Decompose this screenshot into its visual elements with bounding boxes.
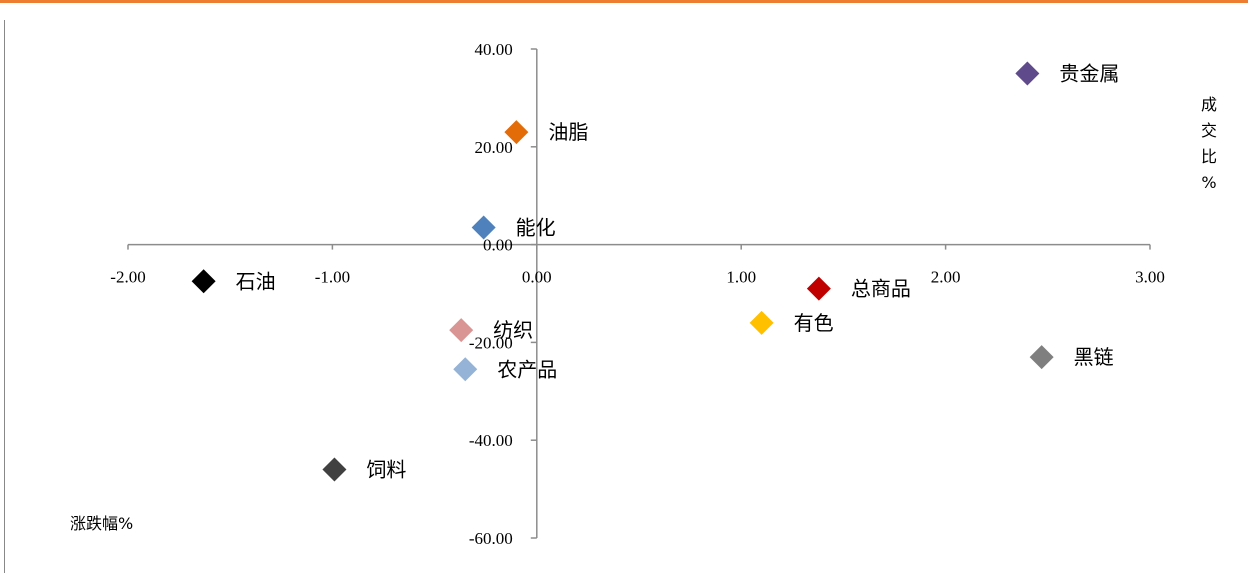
data-point-label: 油脂 [548,120,588,144]
data-point-marker [504,120,529,145]
data-point-label: 石油 [236,269,276,293]
data-point-marker [191,269,216,294]
data-point-label: 饲料 [366,458,406,482]
y-tick-labels: 40.00 20.00 0.00 -20.00 -40.00 -60.00 [469,40,513,548]
x-tick-label: 3.00 [1135,268,1165,287]
top-accent-rule [0,0,1248,3]
data-point-marker [806,276,831,301]
axes [127,48,1151,539]
data-point-label: 能化 [516,215,556,239]
data-point-label: 贵金属 [1059,61,1119,85]
y-tick-label: 40.00 [475,40,513,59]
data-point-marker [471,215,496,240]
data-point-marker [322,457,347,482]
data-point-marker [449,318,474,343]
y-axis-label-char: 成 [1201,95,1217,114]
y-tick-label: -60.00 [469,529,513,548]
data-point-label: 黑链 [1074,345,1114,369]
x-tick-label: 2.00 [931,268,961,287]
data-point-marker [1029,345,1054,370]
x-axis-label: 涨跌幅% [70,514,133,533]
data-point-label: 农产品 [497,357,557,381]
x-tick-label: 1.00 [726,268,756,287]
data-point-label: 有色 [794,311,834,335]
y-tick-label: 0.00 [483,236,513,255]
data-point-marker [453,357,478,382]
data-point-marker [1015,61,1040,86]
y-tick-label: -20.00 [469,333,513,352]
data-point-marker [749,310,774,335]
x-tick-label: -1.00 [315,268,350,287]
x-tick-label: 0.00 [522,268,552,287]
y-axis-label-char: % [1201,173,1216,192]
left-border-line [4,20,5,573]
x-tick-label: -2.00 [110,268,145,287]
y-axis-label-char: 交 [1201,121,1217,140]
y-tick-label: -40.00 [469,431,513,450]
data-point-label: 总商品 [851,277,911,301]
y-tick-label: 20.00 [475,138,513,157]
data-point-label: 纺织 [493,318,533,342]
y-axis-label: 成交比% [1201,95,1217,192]
y-axis-label-char: 比 [1201,147,1217,166]
x-tick-labels: -2.00 -1.00 0.00 1.00 2.00 3.00 [110,268,1165,287]
